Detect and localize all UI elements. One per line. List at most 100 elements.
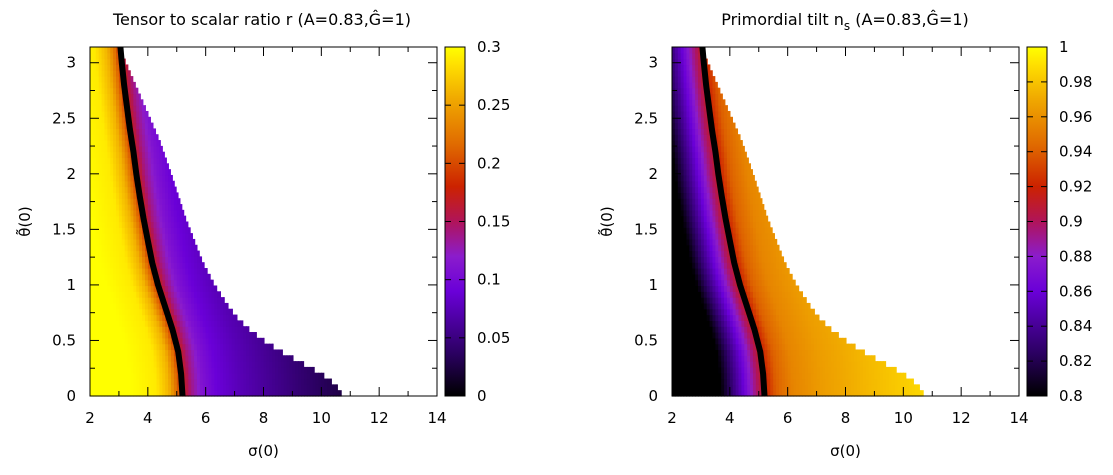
heatmap-cell xyxy=(92,99,97,106)
heatmap-cell xyxy=(672,326,676,333)
heatmap-cell xyxy=(98,221,103,228)
heatmap-cell xyxy=(724,262,728,269)
heatmap-cell xyxy=(721,128,725,135)
heatmap-cell xyxy=(211,361,215,368)
heatmap-cell xyxy=(101,52,106,60)
heatmap-cell xyxy=(147,215,152,223)
heatmap-cell xyxy=(173,209,178,217)
heatmap-cell xyxy=(732,244,737,252)
heatmap-cell xyxy=(130,110,134,118)
heatmap-cell xyxy=(179,314,184,321)
heatmap-cell xyxy=(732,384,737,391)
heatmap-cell xyxy=(196,390,201,397)
heatmap-cell xyxy=(101,233,106,240)
heatmap-cell xyxy=(156,372,160,380)
heatmap-cell xyxy=(237,320,241,327)
heatmap-cell xyxy=(162,384,166,391)
heatmap-cell xyxy=(95,151,100,159)
heatmap-cell xyxy=(735,145,740,153)
heatmap-cell xyxy=(741,337,745,345)
heatmap-cell xyxy=(770,302,774,310)
heatmap-cell xyxy=(802,378,806,385)
heatmap-cell xyxy=(700,174,705,182)
heatmap-cell xyxy=(168,180,172,188)
x-tick-label: 12 xyxy=(952,409,971,427)
heatmap-cell xyxy=(98,52,103,60)
heatmap-cell xyxy=(732,145,737,153)
heatmap-cell xyxy=(156,361,160,368)
heatmap-cell xyxy=(251,343,256,351)
heatmap-cell xyxy=(165,320,169,327)
heatmap-cell xyxy=(891,366,896,374)
heatmap-cell xyxy=(758,227,763,234)
heatmap-cell xyxy=(836,372,841,380)
heatmap-cell xyxy=(703,204,708,211)
heatmap-cell xyxy=(220,308,224,316)
heatmap-cell xyxy=(764,238,769,246)
heatmap-cell xyxy=(173,273,178,281)
heatmap-cell xyxy=(778,279,783,287)
heatmap-cell xyxy=(703,128,708,135)
heatmap-cell xyxy=(695,378,699,385)
heatmap-cell xyxy=(98,186,103,194)
heatmap-cell xyxy=(836,343,841,351)
heatmap-cell xyxy=(199,361,204,368)
heatmap-cell xyxy=(165,378,169,385)
heatmap-cell xyxy=(677,64,682,71)
heatmap-cell xyxy=(724,285,728,292)
heatmap-cell xyxy=(98,87,103,95)
heatmap-cell xyxy=(721,332,725,339)
heatmap-cell xyxy=(712,332,716,339)
heatmap-cell xyxy=(107,151,111,159)
heatmap-cell xyxy=(865,372,870,380)
heatmap-cell xyxy=(677,151,682,159)
heatmap-cell xyxy=(90,76,94,83)
heatmap-cell xyxy=(156,314,160,321)
heatmap-cell xyxy=(205,349,210,356)
heatmap-cell xyxy=(721,145,725,153)
heatmap-cell xyxy=(199,273,204,281)
heatmap-cell xyxy=(176,273,181,281)
heatmap-cell xyxy=(781,256,785,263)
heatmap-cell xyxy=(107,308,111,316)
colorbar-tick-label: 0.98 xyxy=(1059,73,1092,91)
heatmap-cell xyxy=(677,221,682,228)
heatmap-cell xyxy=(104,256,108,263)
heatmap-cell xyxy=(677,116,682,124)
heatmap-cell xyxy=(819,337,823,345)
heatmap-cell xyxy=(150,233,155,240)
heatmap-cell xyxy=(110,279,114,287)
heatmap-cell xyxy=(706,384,711,391)
heatmap-cell xyxy=(121,209,126,217)
heatmap-cell xyxy=(726,250,731,257)
heatmap-cell xyxy=(674,64,679,71)
heatmap-cell xyxy=(176,256,181,263)
heatmap-cell xyxy=(121,302,126,310)
heatmap-cell xyxy=(805,361,809,368)
heatmap-cell xyxy=(168,337,172,345)
heatmap-cell xyxy=(721,384,725,391)
heatmap-cell xyxy=(764,337,769,345)
heatmap-cell xyxy=(767,326,771,333)
heatmap-cell xyxy=(116,366,120,374)
heatmap-cell xyxy=(199,268,204,275)
heatmap-cell xyxy=(764,256,769,263)
heatmap-cell xyxy=(752,279,757,287)
heatmap-cell xyxy=(220,372,224,380)
heatmap-cell xyxy=(286,361,291,368)
heatmap-cell xyxy=(885,390,890,397)
heatmap-cell xyxy=(121,372,126,380)
heatmap-cell xyxy=(240,332,244,339)
heatmap-cell xyxy=(700,384,705,391)
heatmap-cell xyxy=(92,343,97,351)
heatmap-cell xyxy=(182,285,187,292)
heatmap-cell xyxy=(738,186,742,194)
heatmap-cell xyxy=(741,198,745,205)
heatmap-cell xyxy=(142,110,146,118)
heatmap-cell xyxy=(92,116,97,124)
heatmap-cell xyxy=(188,227,191,234)
heatmap-cell xyxy=(735,163,740,170)
heatmap-cell xyxy=(822,390,826,397)
heatmap-cell xyxy=(865,384,870,391)
heatmap-cell xyxy=(116,64,120,71)
